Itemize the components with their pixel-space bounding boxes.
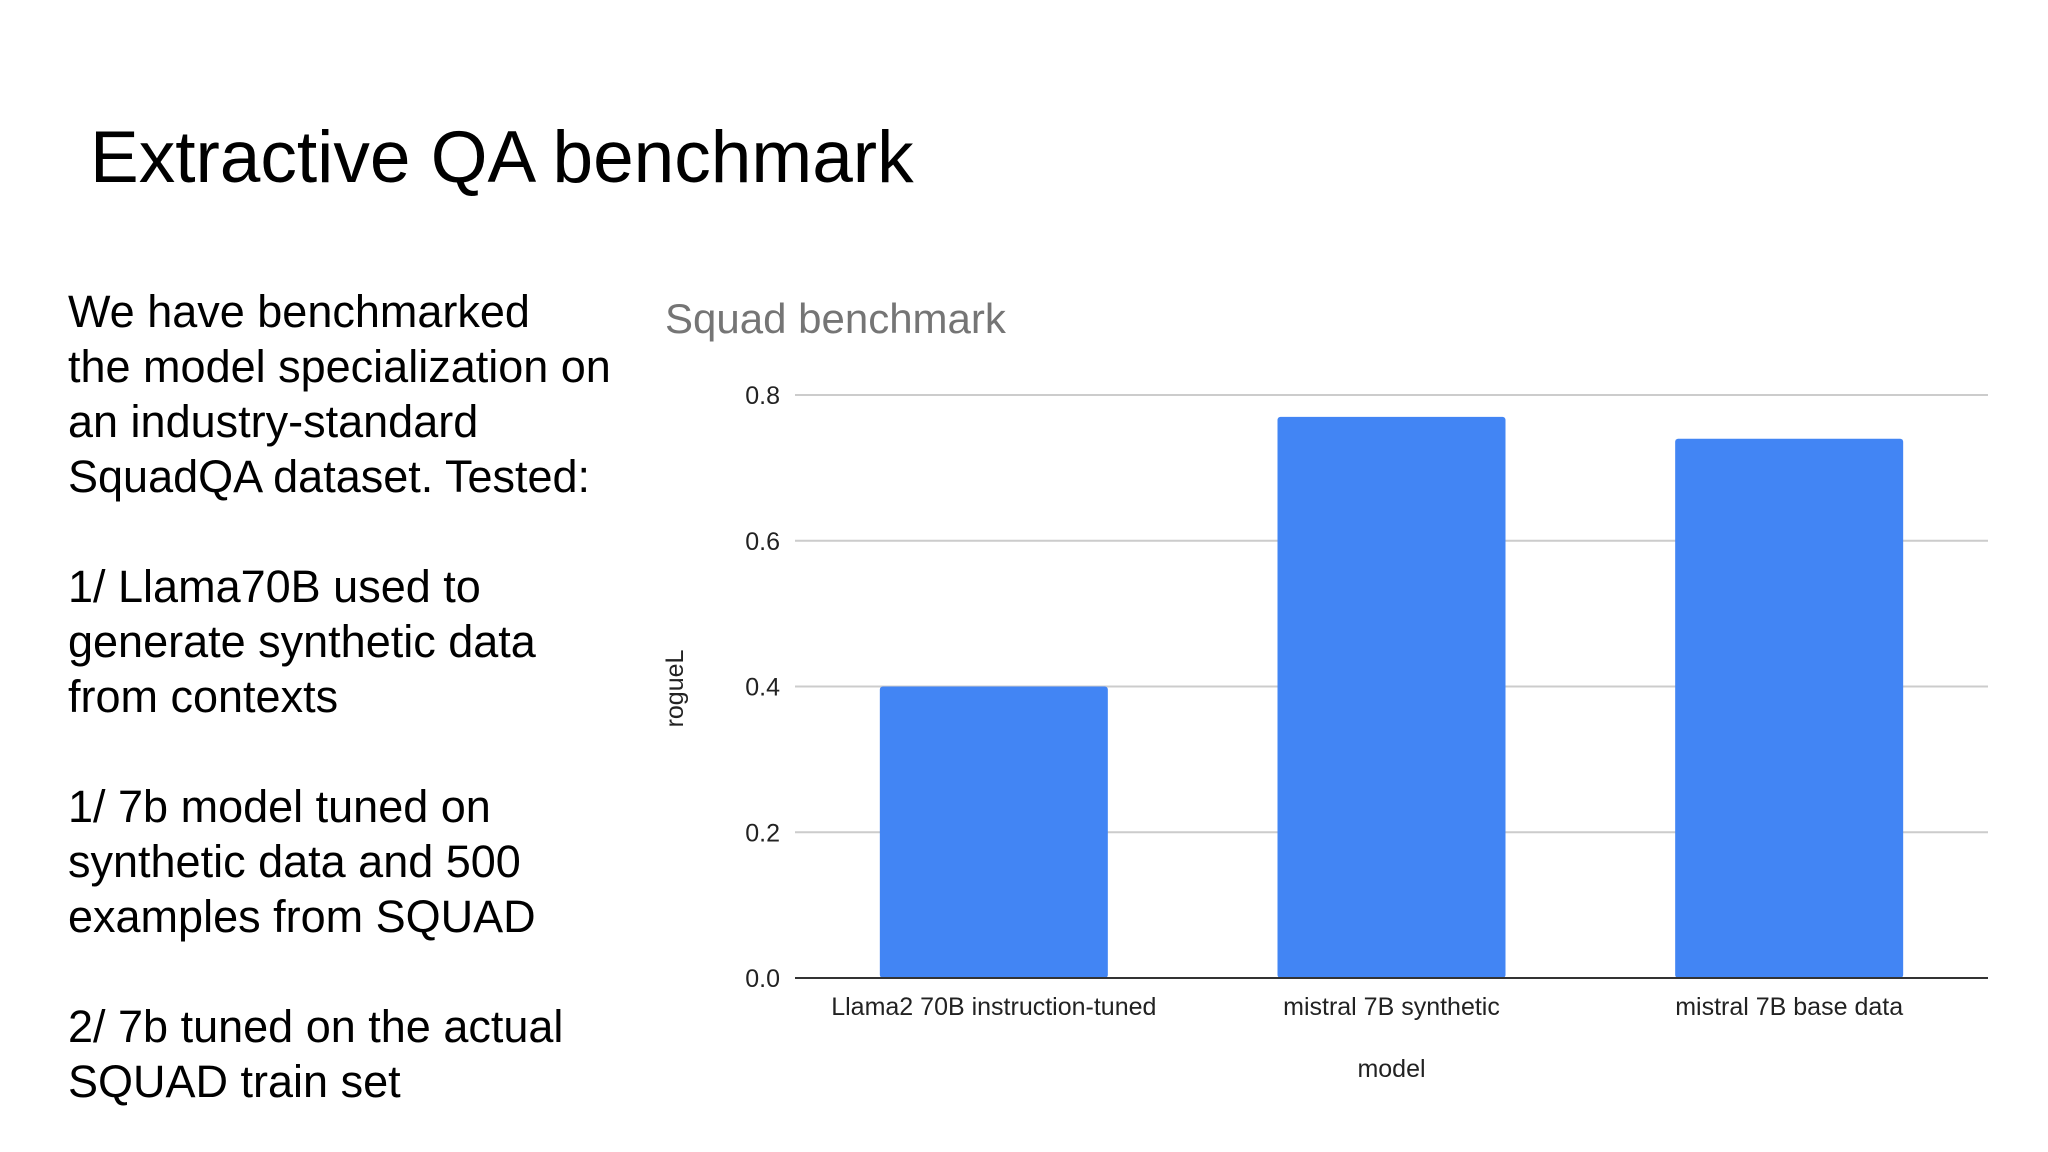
x-tick-label: Llama2 70B instruction-tuned: [831, 993, 1156, 1021]
y-tick-label: 0.2: [745, 819, 780, 847]
x-tick-label: mistral 7B base data: [1675, 993, 1903, 1021]
paragraph-spacer: [68, 724, 628, 779]
x-tick-label: mistral 7B synthetic: [1283, 993, 1500, 1021]
slide-title: Extractive QA benchmark: [90, 117, 914, 198]
x-axis-title: model: [1357, 1055, 1425, 1083]
chart-title: Squad benchmark: [665, 295, 1007, 342]
list-item-7b-squad: 2/ 7b tuned on the actual SQUAD train se…: [68, 1001, 564, 1107]
intro-paragraph: We have benchmarked the model specializa…: [68, 286, 611, 502]
bar-1: [879, 686, 1108, 978]
list-item-llama70b: 1/ Llama70B used to generate synthetic d…: [68, 561, 536, 722]
y-tick-label: 0.6: [745, 528, 780, 556]
bar-3: [1675, 438, 1904, 979]
slide-body-text: We have benchmarked the model specializa…: [68, 284, 628, 1109]
y-axis-title: rogueL: [661, 649, 689, 727]
y-tick-label: 0.0: [745, 965, 780, 993]
list-item-7b-synthetic: 1/ 7b model tuned on synthetic data and …: [68, 781, 536, 942]
bar-2: [1277, 416, 1506, 978]
bar-chart: Squad benchmark 0.0 0.2 0.4 0.6 0.8 Llama2 70B…: [650, 290, 2010, 1110]
bar-chart-svg: Squad benchmark 0.0 0.2 0.4 0.6 0.8 Llama2 70B…: [661, 295, 1988, 1083]
y-tick-label: 0.4: [745, 674, 780, 702]
y-tick-label: 0.8: [745, 382, 780, 410]
paragraph-spacer: [68, 944, 628, 999]
paragraph-spacer: [68, 504, 628, 559]
